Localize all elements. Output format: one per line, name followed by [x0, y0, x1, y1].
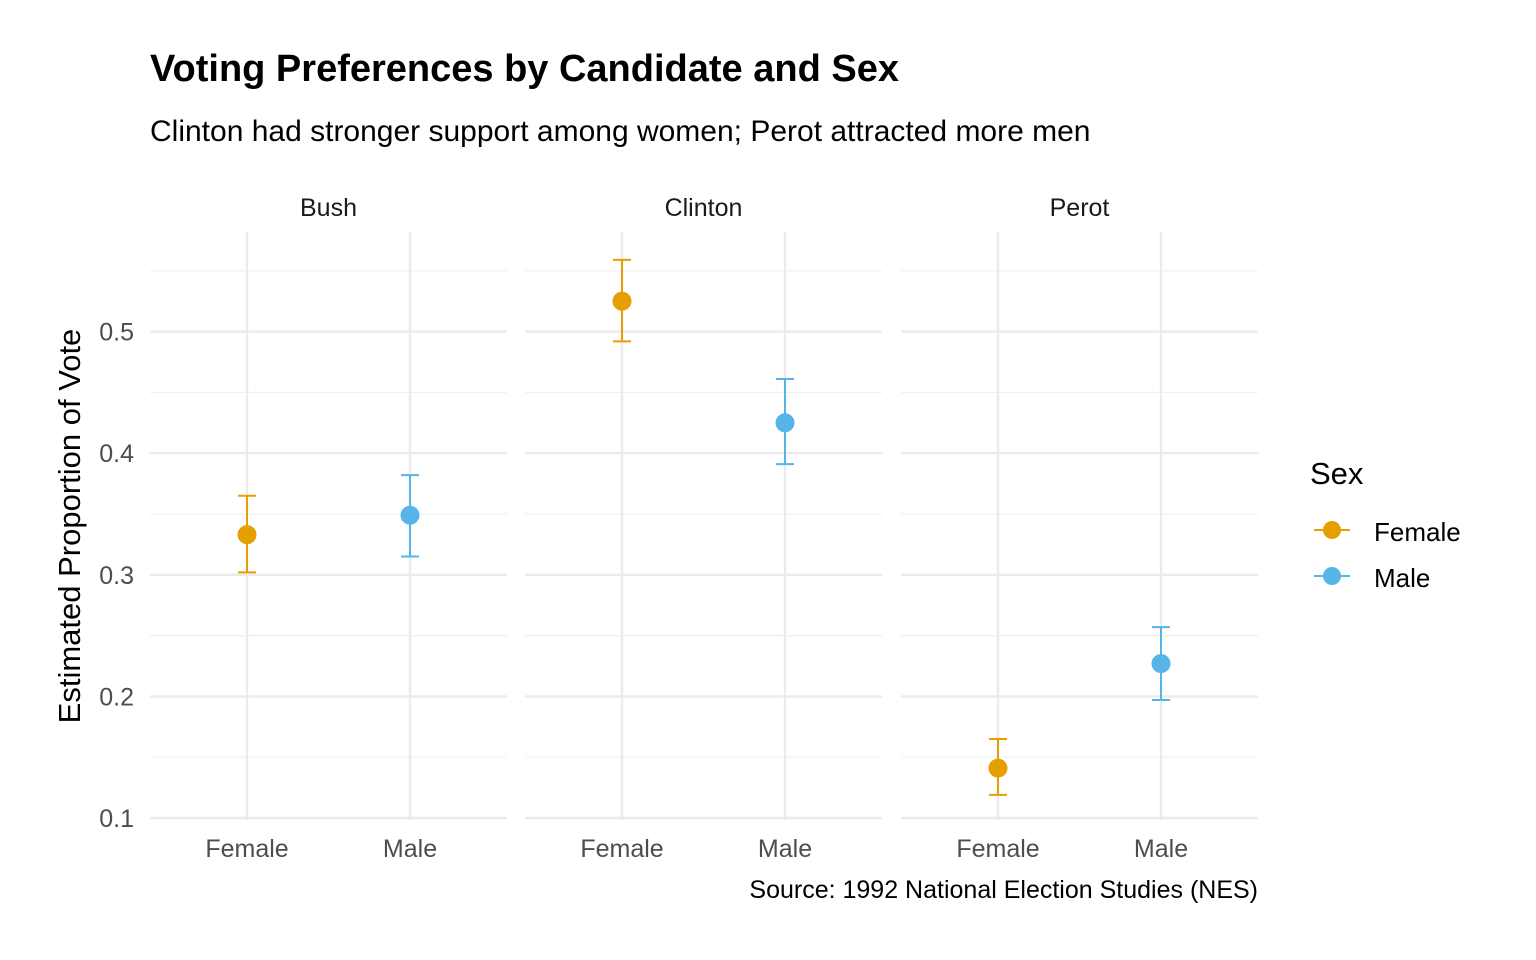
chart-title: Voting Preferences by Candidate and Sex	[150, 48, 899, 90]
x-tick-label: Female	[956, 835, 1039, 863]
y-tick-label: 0.2	[99, 683, 134, 711]
legend-label-female: Female	[1374, 517, 1461, 547]
x-tick-label: Male	[383, 835, 437, 863]
point-perot-female	[988, 758, 1008, 778]
chart-subtitle: Clinton had stronger support among women…	[150, 115, 1091, 148]
y-tick-label: 0.3	[99, 562, 134, 590]
point-clinton-female	[612, 291, 632, 311]
legend-item-male: Male	[1310, 557, 1510, 597]
legend-item-female: Female	[1310, 511, 1510, 551]
legend-key-female-icon	[1314, 521, 1350, 539]
chart-caption: Source: 1992 National Election Studies (…	[749, 876, 1258, 904]
x-tick-label: Female	[580, 835, 663, 863]
point-bush-female	[237, 525, 257, 545]
facet-label-perot: Perot	[1050, 194, 1110, 222]
facet-label-bush: Bush	[300, 194, 357, 222]
y-tick-label: 0.1	[99, 805, 134, 833]
facet-label-clinton: Clinton	[665, 194, 743, 222]
y-axis-label: Estimated Proportion of Vote	[52, 329, 87, 724]
x-tick-label: Male	[1134, 835, 1188, 863]
point-perot-male	[1151, 654, 1171, 674]
x-tick-label: Female	[205, 835, 288, 863]
x-tick-label: Male	[758, 835, 812, 863]
y-tick-label: 0.4	[99, 440, 134, 468]
point-bush-male	[400, 505, 420, 525]
y-tick-label: 0.5	[99, 319, 134, 347]
point-clinton-male	[775, 413, 795, 433]
legend-title: Sex	[1310, 456, 1364, 491]
legend-key-male-icon	[1314, 567, 1350, 585]
legend-label-male: Male	[1374, 563, 1431, 593]
